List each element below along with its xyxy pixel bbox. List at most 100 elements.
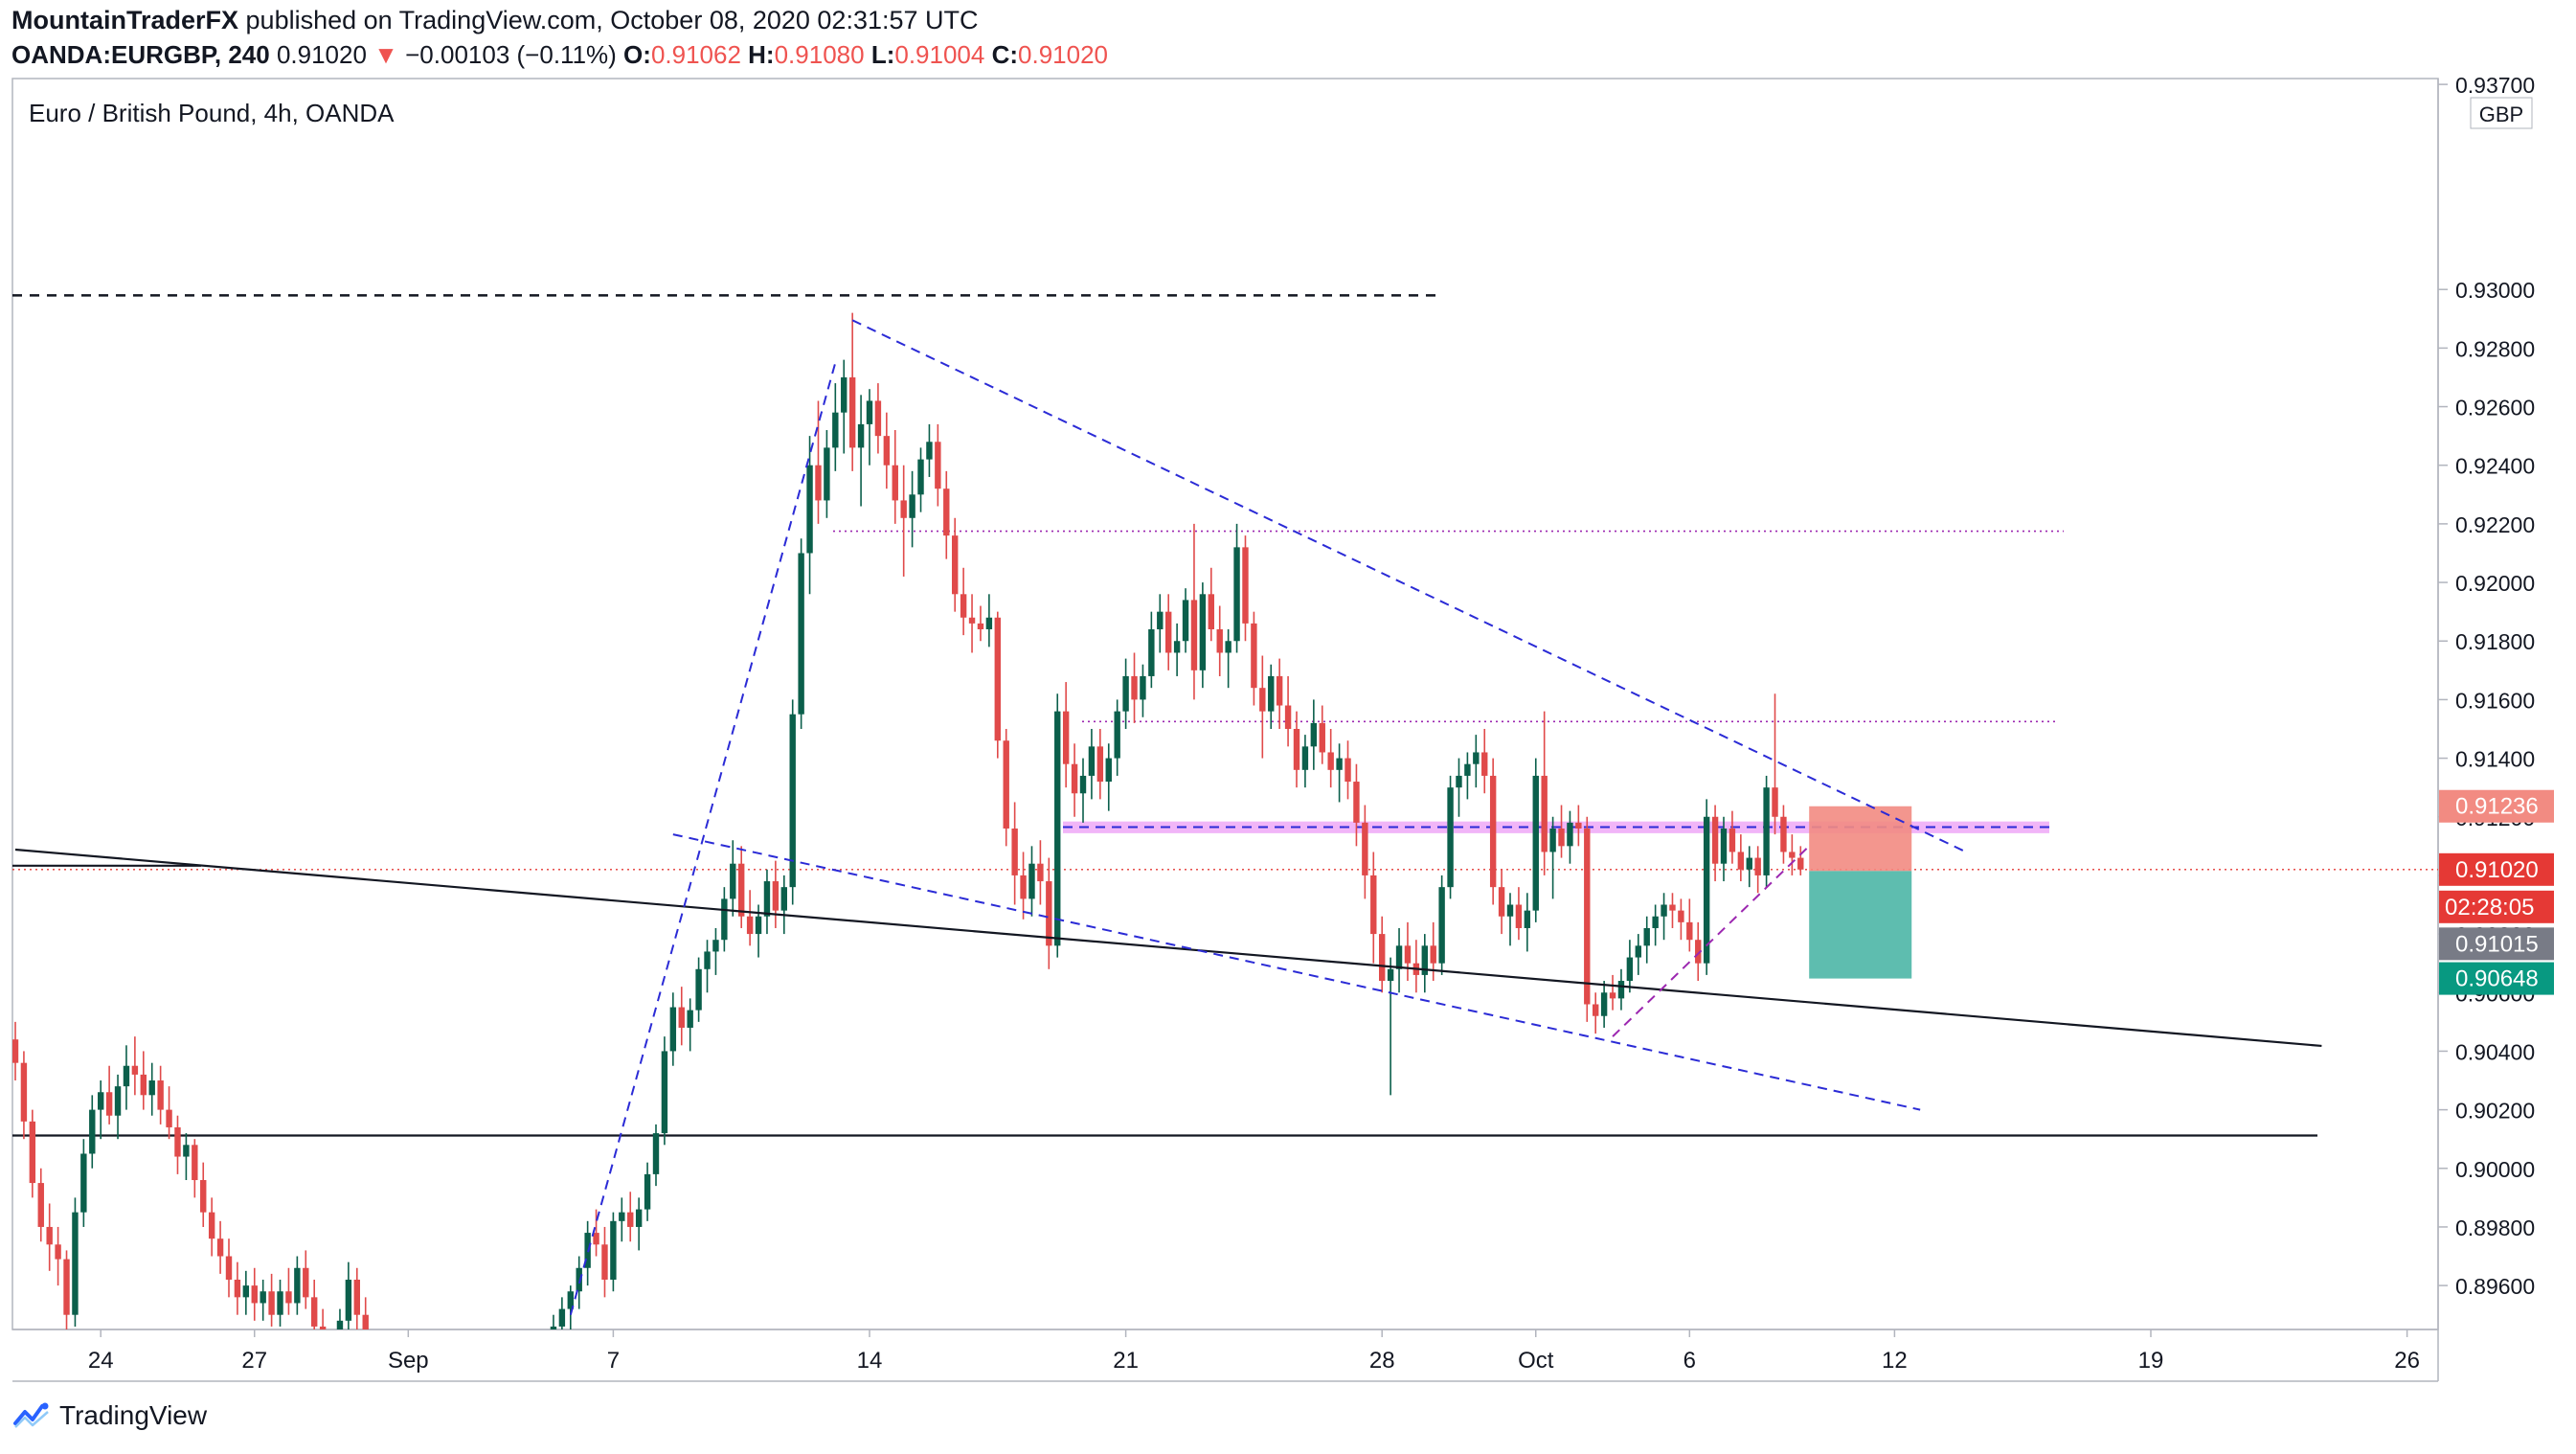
candle: [457, 1418, 463, 1454]
candle: [1652, 904, 1659, 946]
candle: [1173, 623, 1181, 676]
candle-body: [457, 1426, 463, 1454]
candle-body: [208, 1212, 215, 1239]
candle: [353, 1267, 360, 1329]
candle: [1319, 705, 1325, 764]
candle: [1157, 594, 1164, 653]
candle-body: [482, 1420, 487, 1426]
close-value: 0.91020: [1018, 40, 1108, 69]
candle: [1208, 567, 1214, 642]
candle: [1190, 523, 1198, 700]
candle: [1567, 810, 1573, 864]
take-profit-zone[interactable]: [1809, 871, 1912, 979]
low-value: 0.91004: [894, 40, 985, 69]
candle: [1079, 758, 1087, 823]
candle: [260, 1280, 266, 1321]
candle-body: [98, 1092, 104, 1110]
candle: [1763, 775, 1770, 888]
candle-body: [789, 714, 796, 888]
author-name[interactable]: MountainTraderFX: [11, 6, 239, 34]
candle-body: [1498, 887, 1505, 917]
candle: [1046, 857, 1052, 969]
time-axis[interactable]: 24 27 Sep 7 14 21 28 Oct 6 12 19 26: [88, 1329, 2420, 1374]
candle-body: [1268, 675, 1275, 712]
candle-body: [225, 1256, 233, 1281]
candle-body: [1489, 775, 1497, 888]
candle: [277, 1280, 283, 1327]
candle-body: [1763, 787, 1770, 875]
price-axis[interactable]: 0.93700 0.93000 0.92800 0.92600 0.92400 0.922…: [2438, 73, 2535, 1299]
candle: [593, 1209, 599, 1257]
candle-body: [926, 442, 933, 460]
stop-loss-zone[interactable]: [1809, 806, 1912, 872]
candle-body: [738, 863, 745, 917]
candle-body: [669, 1007, 677, 1052]
symbol-info-line: OANDA:EURGBP, 240 0.91020 ▼ −0.00103 (−0…: [11, 40, 1108, 70]
time-tick-label: Sep: [388, 1348, 429, 1374]
price-tick-label: 0.91600: [2455, 688, 2535, 713]
candle: [328, 1332, 334, 1388]
currency-label[interactable]: GBP: [2470, 97, 2533, 129]
candle: [12, 1021, 19, 1081]
candle: [20, 1051, 28, 1140]
candle-body: [755, 916, 762, 935]
symbol-label[interactable]: OANDA:EURGBP, 240: [11, 40, 270, 69]
rally-trendline[interactable]: [569, 362, 837, 1315]
candle-body: [968, 617, 976, 624]
price-tick-label: 0.92400: [2455, 454, 2535, 479]
candle: [1327, 728, 1334, 788]
candle-body: [63, 1259, 70, 1315]
candle: [234, 1261, 241, 1315]
candle: [1473, 735, 1480, 788]
candle-body: [1096, 746, 1104, 783]
candlesticks: [12, 312, 1804, 1454]
candle: [140, 1051, 147, 1110]
rising-support-trendline[interactable]: [1612, 845, 1810, 1037]
candle: [1481, 728, 1488, 794]
candle-body: [1301, 746, 1309, 770]
candle: [379, 1344, 385, 1402]
candle: [1421, 934, 1428, 993]
candle: [841, 359, 847, 454]
candle: [900, 465, 907, 577]
short-position-tool[interactable]: [1809, 806, 1912, 979]
candle-body: [311, 1297, 318, 1327]
candle-body: [730, 863, 736, 899]
candle: [1506, 893, 1514, 946]
candle-body: [772, 881, 780, 911]
solid-trendline[interactable]: [14, 848, 2322, 1048]
time-tick-label: 21: [1113, 1348, 1139, 1374]
candle: [1498, 869, 1505, 935]
candle: [1379, 916, 1386, 993]
price-tick-label: 0.91400: [2455, 747, 2535, 772]
svg-text:0.91015: 0.91015: [2455, 931, 2539, 957]
candle-body: [558, 1308, 566, 1327]
publisher-line: MountainTraderFX published on TradingVie…: [11, 6, 979, 35]
candle: [1242, 535, 1249, 642]
open-label: O:: [623, 40, 651, 69]
candle: [1456, 758, 1462, 817]
candle: [1669, 893, 1676, 928]
candle-body: [1729, 828, 1736, 852]
candle-body: [652, 1133, 660, 1174]
resistance-trendline[interactable]: [851, 319, 1964, 852]
candle: [1353, 763, 1360, 847]
candle-body: [1037, 863, 1044, 882]
candle-body: [1652, 916, 1659, 928]
candle-body: [1643, 927, 1650, 946]
candle-body: [508, 1402, 513, 1408]
candle-body: [345, 1280, 352, 1321]
candle-body: [1353, 782, 1360, 823]
candle: [644, 1162, 651, 1221]
candle-body: [12, 1039, 19, 1063]
candle: [1532, 758, 1539, 922]
candle-body: [704, 951, 711, 969]
candle: [268, 1273, 275, 1327]
trendlines[interactable]: [14, 319, 2322, 1315]
candle-body: [353, 1280, 360, 1315]
candle-body: [610, 1220, 617, 1281]
tradingview-logo[interactable]: TradingView: [13, 1400, 207, 1431]
candle: [1617, 968, 1625, 1011]
lower-channel-trendline[interactable]: [672, 833, 1921, 1111]
